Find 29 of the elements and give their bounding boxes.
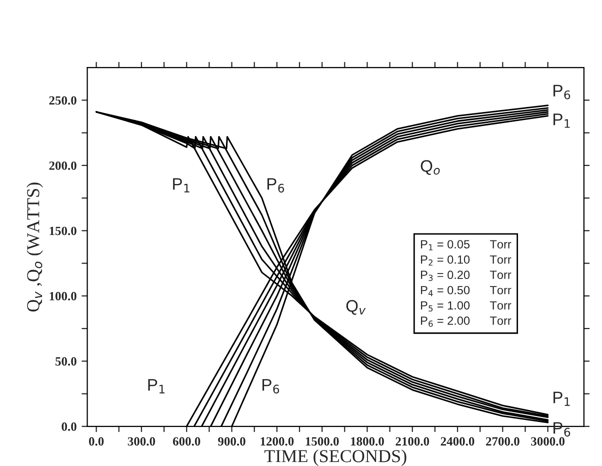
annotation: P$_{6}$ xyxy=(262,379,280,394)
x-tick-label: 0.0 xyxy=(88,437,104,446)
annotation: P$_{1}$ xyxy=(173,178,190,192)
y-tick-label: 100.0 xyxy=(50,292,76,300)
y-tick-label: 250.0 xyxy=(49,96,76,105)
annotation: P$_{6}$ xyxy=(554,84,570,100)
y-tick-label: 150.0 xyxy=(50,226,76,236)
annotation: P$_{1}$ xyxy=(554,392,570,406)
x-tick-label: 300.0 xyxy=(128,437,156,446)
x-tick-label: 2700.0 xyxy=(486,437,520,446)
annotation: P$_{1}$ xyxy=(554,114,570,128)
x-tick-label: 2100.0 xyxy=(396,437,430,446)
x-tick-label: 1200.0 xyxy=(260,437,294,446)
x-tick-label: 1800.0 xyxy=(351,437,384,446)
y-tick-label: 50.0 xyxy=(56,357,76,366)
annotation: Q$_{o}$ xyxy=(420,160,440,175)
annotation: P$_{6}$ xyxy=(267,178,284,193)
x-axis-title: TIME (SECONDS) xyxy=(264,450,406,466)
x-tick-label: 1500.0 xyxy=(306,437,339,446)
y-tick-label: 0.0 xyxy=(62,422,76,431)
x-tick-label: 600.0 xyxy=(172,437,200,446)
x-tick-label: 2400.0 xyxy=(440,437,474,446)
annotation: Q$_{v}$ xyxy=(346,300,366,315)
y-tick-label: 200.0 xyxy=(49,161,76,170)
y-axis-title: Q$_{v}$ ,Q$_{o}$ (WATTS) xyxy=(26,182,43,312)
x-tick-label: 900.0 xyxy=(218,437,246,446)
annotation: P$_{1}$ xyxy=(148,379,165,394)
text: P$_{1}$ = 0.05 Torr P$_{2}$ = 0.10 Torr P$_{3}$ = 0.20 Torr P$_{4}$ = 0.50 Torr P$_{5}$ = 1.00 Torr P$_{6}$ = 2.00 Torr xyxy=(421,240,512,327)
x-tick-label: 3000.0 xyxy=(531,437,565,446)
